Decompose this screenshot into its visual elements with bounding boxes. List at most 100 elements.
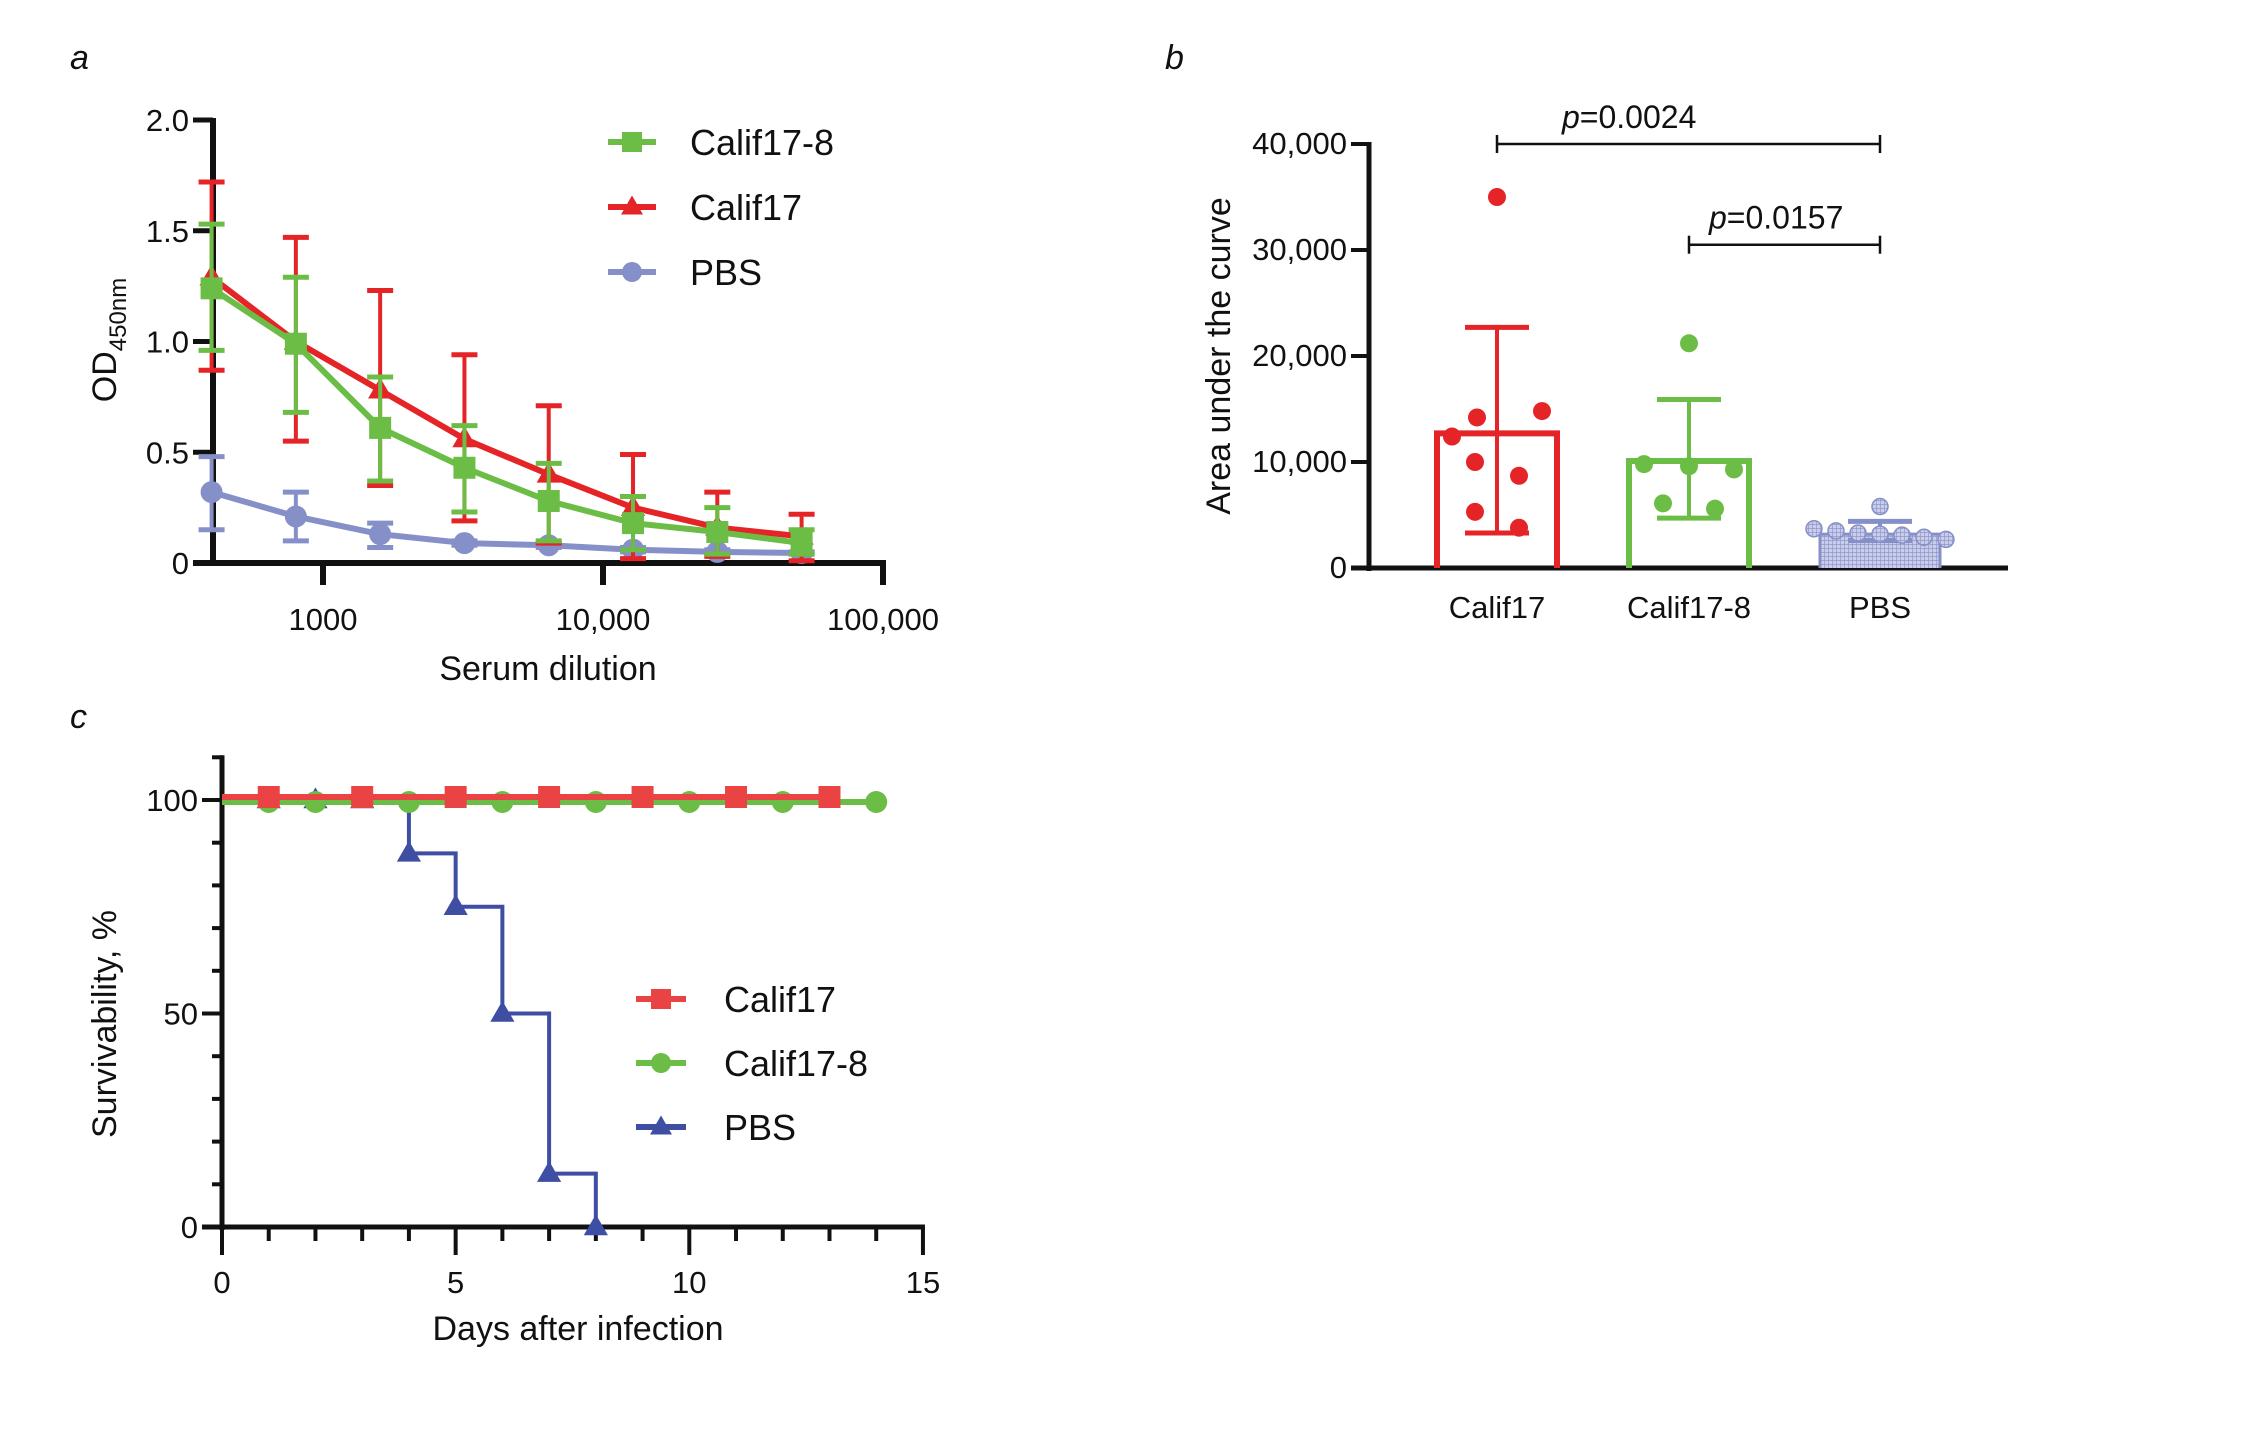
series-line (209, 285, 802, 547)
data-point (1680, 457, 1698, 476)
legend-item: Calif17 (636, 979, 836, 1020)
data-point (200, 277, 223, 300)
legend-marker-triangle-icon (650, 1115, 672, 1135)
panel-c-ylabel: Survivability, % (86, 910, 124, 1138)
data-point (284, 505, 307, 528)
legend-marker-circle-icon (651, 1053, 671, 1073)
panel-c-xtick-label: 15 (906, 1265, 940, 1300)
data-point (1849, 524, 1867, 542)
significance-bracket: p=0.0024 (1495, 99, 1882, 153)
bar-group-pbs (1805, 497, 1955, 568)
panel-c-axes: 0 50 100 0 5 10 15 (146, 755, 940, 1300)
survival-line (222, 798, 598, 1227)
panel-c-ytick-label: 50 (164, 997, 198, 1032)
panel-b-ytick-label: 40,000 (1252, 126, 1347, 161)
panel-b-ylabel: Area under the curve (1200, 197, 1238, 515)
p-value: =0.0157 (1727, 200, 1844, 236)
data-point (200, 481, 223, 504)
panel-c-marks (222, 786, 888, 1236)
series-pbs (222, 787, 608, 1236)
data-point (1488, 188, 1506, 206)
series-pbs (198, 454, 815, 565)
data-point (622, 512, 645, 535)
data-point (444, 786, 467, 808)
data-point (257, 786, 280, 808)
data-point (631, 786, 654, 808)
data-point (538, 786, 561, 808)
legend-item: Calif17-8 (636, 1043, 868, 1084)
data-point (1533, 402, 1551, 421)
data-point (490, 1000, 515, 1022)
panel-a-ytick-label: 2.0 (146, 103, 189, 138)
panel-b-ytick-label: 20,000 (1252, 338, 1347, 373)
panel-c-ytick-label: 0 (181, 1210, 198, 1245)
p-symbol: p (1561, 99, 1580, 135)
p-value-label: p=0.0157 (1708, 200, 1843, 236)
p-value: =0.0024 (1580, 99, 1697, 135)
data-point (453, 456, 476, 479)
data-point (790, 532, 813, 555)
data-point (284, 332, 307, 355)
data-point (706, 520, 729, 543)
series-calif17-8 (198, 221, 815, 557)
panel-a-ylabel-subscript: 450nm (105, 278, 132, 351)
p-value-label: p=0.0024 (1561, 99, 1696, 135)
panel-a-marks (198, 179, 815, 565)
legend-label: Calif17-8 (690, 122, 834, 163)
data-point (1468, 408, 1486, 427)
panel-a-axes: 0 0.5 1.0 1.5 2.0 1000 10,000 100,000 (146, 103, 939, 637)
data-point (1510, 466, 1528, 485)
data-point (1937, 530, 1955, 549)
panel-a-od-chart: 0 0.5 1.0 1.5 2.0 1000 10,000 100,000 Serum dil… (86, 103, 939, 688)
panel-c-xtick-label: 10 (672, 1265, 706, 1300)
panel-a-ylabel-main: OD (86, 351, 124, 402)
panel-a-xtick-label: 100,000 (827, 602, 939, 637)
legend-label: Calif17-8 (724, 1043, 868, 1084)
panel-c-ytick-label: 100 (146, 783, 198, 818)
legend-item: Calif17-8 (608, 122, 834, 163)
legend-label: Calif17 (690, 187, 802, 228)
panel-label-c: c (70, 698, 87, 736)
legend-marker-square-icon (622, 132, 642, 152)
legend-marker-circle-icon (622, 262, 642, 282)
panel-a-ytick-label: 1.0 (146, 325, 189, 360)
data-point (443, 894, 468, 915)
data-point (818, 786, 841, 808)
legend-item: Calif17 (608, 187, 802, 228)
panel-a-xlabel: Serum dilution (439, 650, 656, 688)
legend-marker-square-icon (651, 989, 671, 1009)
data-point (1915, 528, 1933, 547)
panel-b-ytick-label: 0 (1330, 550, 1347, 585)
panel-a-ylabel: OD450nm (86, 278, 132, 402)
series-line (210, 489, 802, 557)
legend-label: PBS (690, 252, 762, 293)
data-point (1466, 453, 1484, 471)
panel-b-axes: 0 10,000 20,000 30,000 40,000 Calif17 Calif17-… (1252, 126, 2008, 625)
panel-label-b: b (1165, 39, 1184, 77)
panel-b-category-label: PBS (1849, 590, 1911, 625)
legend-label: PBS (724, 1107, 796, 1148)
panel-c-xtick-label: 5 (447, 1265, 464, 1300)
panel-b-marks (1434, 188, 1955, 568)
series-calif17 (222, 786, 841, 808)
data-point (1635, 455, 1653, 474)
panel-label-a: a (70, 39, 89, 77)
bar-group-calif17-8 (1626, 334, 1752, 568)
data-point (537, 1160, 562, 1182)
panel-b-auc-chart: 0 10,000 20,000 30,000 40,000 Calif17 Calif17-… (1200, 99, 2008, 625)
data-point (1466, 502, 1484, 521)
data-point (537, 489, 560, 512)
bar-group-calif17 (1434, 188, 1560, 568)
data-point (583, 1214, 608, 1236)
panel-b-category-label: Calif17-8 (1627, 590, 1751, 625)
series-line (209, 274, 802, 540)
data-point (1827, 522, 1845, 540)
data-point (865, 791, 888, 813)
legend-item: PBS (636, 1107, 796, 1148)
panel-c-survival-chart: 0 50 100 0 5 10 15 Days after infection Surviv… (86, 755, 940, 1348)
panel-b-ytick-label: 30,000 (1252, 232, 1347, 267)
data-point (369, 523, 392, 546)
panel-a-legend: Calif17-8 Calif17 PBS (608, 122, 834, 293)
